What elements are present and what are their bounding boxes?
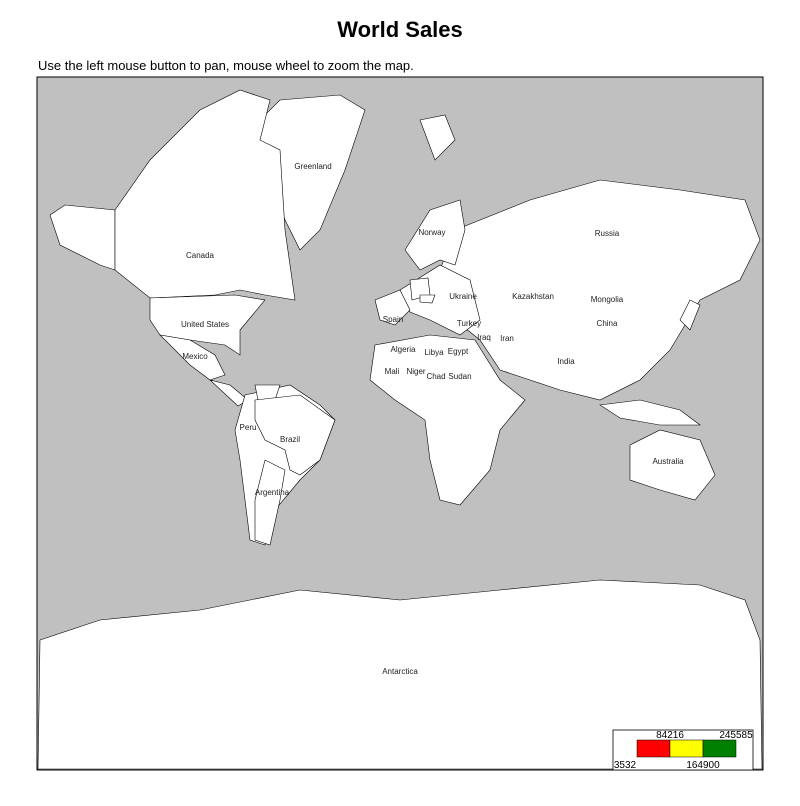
country-label: Mali [385,367,400,376]
subtitle: Use the left mouse button to pan, mouse … [38,58,414,73]
country-label: Sudan [448,372,471,381]
title: World Sales [337,17,463,42]
country-label: Greenland [294,162,331,171]
country-label: Egypt [448,347,469,356]
legend-break: 245585 [719,730,753,741]
country-label: Niger [406,367,425,376]
country-label: Chad [426,372,445,381]
country-label: Argentina [255,488,290,497]
legend-break: 84216 [656,730,684,741]
country-label: Russia [595,229,620,238]
country-label: Turkey [457,319,481,328]
united-states [149,294,266,356]
country-label: Antarctica [382,667,418,676]
country-label: Libya [424,348,444,357]
land [37,89,763,770]
mexico [159,334,226,381]
country-label: Ukraine [449,292,477,301]
antarctica [37,579,763,770]
scandinavia [404,199,466,271]
legend: 3532 84216 164900 245585 [612,729,754,771]
country-label: Spain [383,315,403,324]
country-label: Mexico [182,352,208,361]
country-label: Mongolia [591,295,624,304]
country-label: Peru [240,423,257,432]
svalbard [419,114,456,161]
country-label: Algeria [391,345,416,354]
country-label: China [597,319,618,328]
indonesia [599,399,701,426]
country-label: Australia [652,457,684,466]
legend-break: 164900 [686,760,720,771]
country-label: Iraq [477,333,491,342]
legend-swatch [669,739,704,758]
country-label: India [557,357,575,366]
australia [629,429,716,501]
country-labels: Greenland Canada United States Mexico Peru Br… [181,162,684,676]
brazil [254,394,336,476]
legend-items: 3532 84216 164900 245585 [614,730,753,771]
western-europe [374,289,411,326]
legend-break: 3532 [614,760,637,771]
country-label: Iran [500,334,514,343]
country-label: Canada [186,251,215,260]
country-label: Kazakhstan [512,292,554,301]
country-label: Norway [418,228,445,237]
africa [369,334,526,506]
austria [419,294,436,304]
country-label: United States [181,320,229,329]
legend-swatch [702,739,737,758]
japan [679,299,701,331]
country-label: Brazil [280,435,300,444]
legend-swatch [636,739,671,758]
argentina [254,459,286,546]
